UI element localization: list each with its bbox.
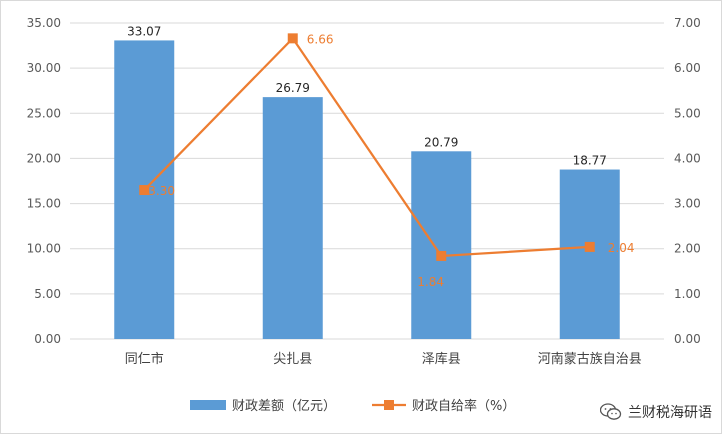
legend-label-line: 财政自给率（%）	[412, 398, 515, 414]
legend-swatch-marker	[384, 400, 394, 410]
left-axis-tick-label: 30.00	[27, 61, 61, 75]
bar	[411, 151, 472, 339]
watermark-text: 兰财税海研语	[628, 405, 712, 421]
legend-label-bar: 财政差额（亿元）	[232, 399, 336, 414]
bar	[559, 169, 620, 339]
right-axis-tick-label: 6.00	[674, 61, 701, 75]
category-label: 泽库县	[422, 351, 461, 367]
bar	[262, 97, 323, 339]
line-marker	[436, 250, 447, 261]
watermark: 兰财税海研语	[600, 402, 712, 422]
left-axis-tick-label: 5.00	[34, 287, 61, 301]
right-axis-tick-label: 5.00	[674, 106, 701, 120]
right-axis-tick-label: 7.00	[674, 16, 701, 30]
category-label: 同仁市	[125, 351, 164, 367]
category-label: 河南蒙古族自治县	[538, 351, 642, 367]
left-axis-tick-label: 35.00	[27, 16, 61, 30]
right-axis-tick-label: 1.00	[674, 287, 701, 301]
category-label: 尖扎县	[273, 352, 312, 367]
legend-swatch-bar	[190, 400, 226, 410]
line-data-label: 1.84	[417, 275, 444, 289]
left-axis-tick-label: 0.00	[34, 332, 61, 346]
line-series	[143, 36, 590, 258]
left-axis-tick-label: 20.00	[27, 151, 61, 165]
right-axis-tick-label: 4.00	[674, 151, 701, 165]
bar-data-label: 33.07	[127, 24, 161, 38]
bar-data-label: 18.77	[573, 154, 607, 168]
left-axis-tick-label: 25.00	[27, 106, 61, 120]
left-axis-tick-label: 10.00	[27, 242, 61, 256]
bar-data-label: 20.79	[424, 135, 458, 149]
line-data-label: 2.04	[608, 241, 635, 255]
wechat-icon	[600, 403, 622, 420]
line-data-label: 6.66	[307, 32, 334, 46]
left-axis-tick-label: 15.00	[27, 197, 61, 211]
right-axis-tick-label: 2.00	[674, 242, 701, 256]
bar-data-label: 26.79	[276, 81, 310, 95]
line-data-label: 3.30	[148, 184, 175, 198]
line-marker	[584, 241, 595, 252]
line-marker	[287, 33, 298, 44]
line-marker	[139, 185, 150, 196]
right-axis-tick-label: 0.00	[674, 332, 701, 346]
right-axis-tick-label: 3.00	[674, 197, 701, 211]
